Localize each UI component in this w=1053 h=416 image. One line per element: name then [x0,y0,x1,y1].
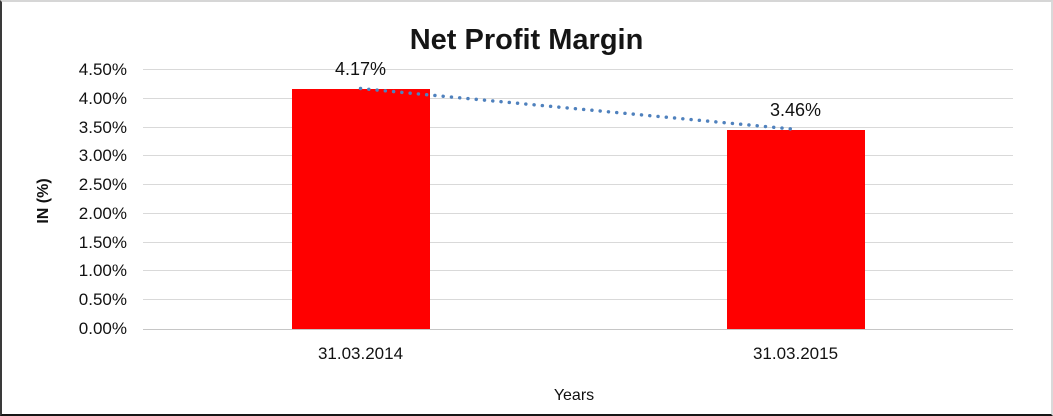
gridline [143,270,1013,272]
y-tick-label: 2.00% [78,203,127,223]
x-tick-label: 31.03.2014 [317,344,404,363]
y-tick-label: 2.50% [78,175,127,195]
plot-area: 4.17% 3.46% [143,59,1013,330]
bar [291,88,430,329]
x-axis-line [143,329,1013,330]
gridline [143,155,1013,157]
gridline [143,97,1013,99]
gridline [143,212,1013,214]
chart-title: Net Profit Margin [409,24,644,56]
y-tick-label: 0.50% [78,290,127,310]
y-tick-label: 3.50% [78,117,127,137]
gridline [143,241,1013,243]
gridline [143,299,1013,301]
x-axis-title: Years [553,387,595,404]
bar [726,129,865,329]
gridline [143,126,1013,128]
y-tick-label: 3.00% [78,146,127,166]
bar-value-label: 4.17% [334,59,387,79]
y-tick-label: 4.00% [78,88,127,108]
bar-value-label: 3.46% [769,99,822,120]
y-tick-label: 4.50% [78,60,127,79]
x-tick-label: 31.03.2015 [752,344,839,363]
y-axis-tick-labels: 0.00% 0.50% 1.00% 1.50% 2.00% 2.50% 3.00% 3.50%… [2,60,143,338]
y-tick-label: 1.00% [78,261,127,281]
trendline [358,86,798,132]
gridline [143,184,1013,186]
y-tick-label: 0.00% [78,319,127,338]
gridline [143,69,1013,70]
y-tick-label: 1.50% [78,232,127,252]
